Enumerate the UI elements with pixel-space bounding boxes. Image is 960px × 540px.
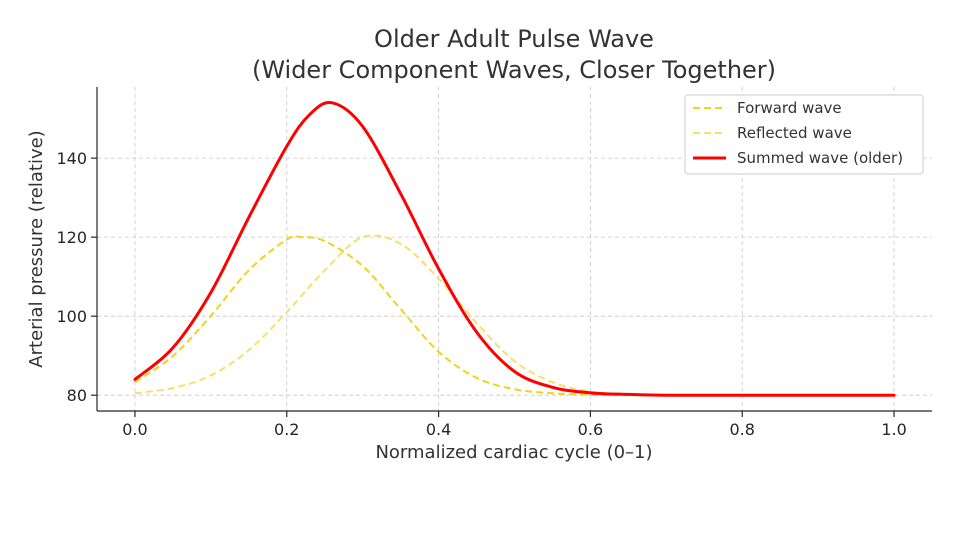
x-tick-label: 1.0: [881, 420, 906, 439]
x-tick-label: 0.8: [730, 420, 755, 439]
chart-title-line-1: Older Adult Pulse Wave: [374, 25, 654, 53]
chart-title-line-2: (Wider Component Waves, Closer Together): [252, 56, 776, 84]
y-tick-label: 140: [56, 149, 87, 168]
x-tick-label: 0.0: [122, 420, 147, 439]
summed-wave-line: [133, 100, 896, 397]
y-tick-label: 100: [56, 307, 87, 326]
plot-spines: [96, 87, 932, 412]
x-tick-label: 0.6: [578, 420, 603, 439]
y-tick-label: 120: [56, 228, 87, 247]
legend-item-summed: Summed wave (older): [693, 149, 903, 167]
legend-label: Reflected wave: [737, 124, 852, 142]
y-tick-label: 80: [67, 386, 87, 405]
legend-label: Summed wave (older): [737, 149, 903, 167]
x-tick-label: 0.4: [426, 420, 451, 439]
axis-ticks: 0.0 0.2 0.4 0.6 0.8 1.0 80 100 120 140: [56, 149, 906, 439]
series-lines: [133, 100, 896, 397]
legend-label: Forward wave: [737, 99, 842, 117]
legend-item-reflected: Reflected wave: [693, 124, 852, 142]
y-axis-label: Arterial pressure (relative): [26, 130, 47, 367]
legend-box: [684, 94, 924, 175]
legend-item-forward: Forward wave: [693, 99, 842, 117]
x-tick-label: 0.2: [274, 420, 299, 439]
legend: Forward wave Reflected wave Summed wave (o…: [684, 94, 924, 175]
x-axis-label: Normalized cardiac cycle (0–1): [375, 442, 652, 463]
